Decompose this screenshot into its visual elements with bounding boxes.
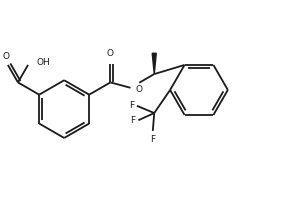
Polygon shape xyxy=(152,53,156,74)
Text: F: F xyxy=(150,134,155,144)
Text: O: O xyxy=(107,50,114,58)
Text: O: O xyxy=(136,85,143,94)
Text: F: F xyxy=(129,101,134,110)
Text: OH: OH xyxy=(36,58,50,67)
Text: O: O xyxy=(3,52,10,61)
Text: F: F xyxy=(130,116,136,125)
